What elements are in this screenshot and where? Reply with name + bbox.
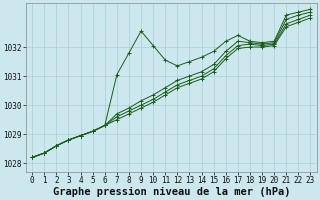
X-axis label: Graphe pression niveau de la mer (hPa): Graphe pression niveau de la mer (hPa) bbox=[52, 186, 290, 197]
